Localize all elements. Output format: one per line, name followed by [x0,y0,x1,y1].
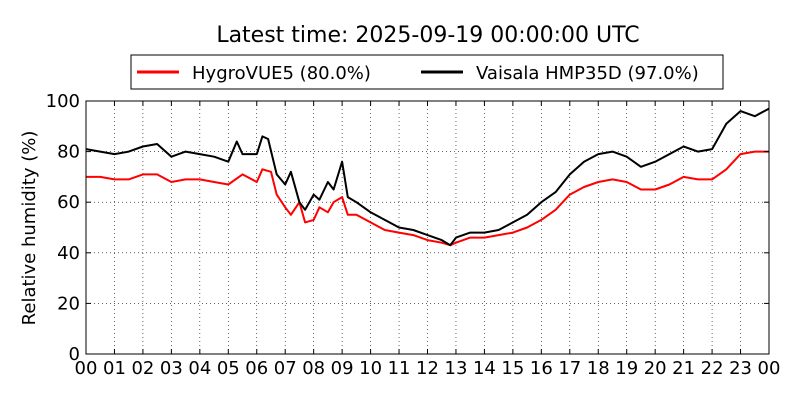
x-tick-label: 18 [587,358,610,379]
x-tick-label: 07 [274,358,297,379]
x-tick-label: 19 [615,358,638,379]
x-tick-label: 22 [701,358,724,379]
x-tick-label: 04 [188,358,211,379]
x-tick-label: 14 [473,358,496,379]
x-tick-label: 17 [558,358,581,379]
y-axis-label: Relative humidity (%) [19,131,40,326]
x-tick-label: 20 [644,358,667,379]
chart-title: Latest time: 2025-09-19 00:00:00 UTC [216,23,639,48]
y-tick-labels: 0 20 40 60 80 100 [46,91,80,365]
x-tick-label: 08 [302,358,325,379]
x-tick-label: 02 [131,358,154,379]
tick-marks [86,101,769,354]
y-tick-label: 20 [57,293,80,314]
y-tick-label: 0 [69,344,80,365]
x-tick-labels: 00 01 02 03 04 05 06 07 08 09 10 11 12 13 14 15 16 17 18 19… [75,358,781,379]
plot-frame [86,101,769,354]
y-tick-label: 60 [57,192,80,213]
legend-label-hygrovue5: HygroVUE5 (80.0%) [192,63,371,84]
x-tick-label: 10 [359,358,382,379]
y-tick-label: 80 [57,142,80,163]
x-tick-label: 12 [416,358,439,379]
legend: HygroVUE5 (80.0%) Vaisala HMP35D (97.0%) [131,55,723,89]
grid [86,101,769,354]
x-tick-label: 16 [530,358,553,379]
x-tick-label: 11 [388,358,411,379]
x-tick-label: 06 [245,358,268,379]
x-tick-label: 09 [331,358,354,379]
x-tick-label: 13 [445,358,468,379]
x-tick-label: 01 [103,358,126,379]
x-tick-label: 15 [501,358,524,379]
x-tick-label: 23 [729,358,752,379]
x-tick-label: 05 [217,358,240,379]
x-tick-label: 03 [160,358,183,379]
x-tick-label: 00 [758,358,781,379]
y-tick-label: 40 [57,243,80,264]
x-tick-label: 21 [672,358,695,379]
y-tick-label: 100 [46,91,80,112]
legend-label-vaisala: Vaisala HMP35D (97.0%) [476,63,699,84]
